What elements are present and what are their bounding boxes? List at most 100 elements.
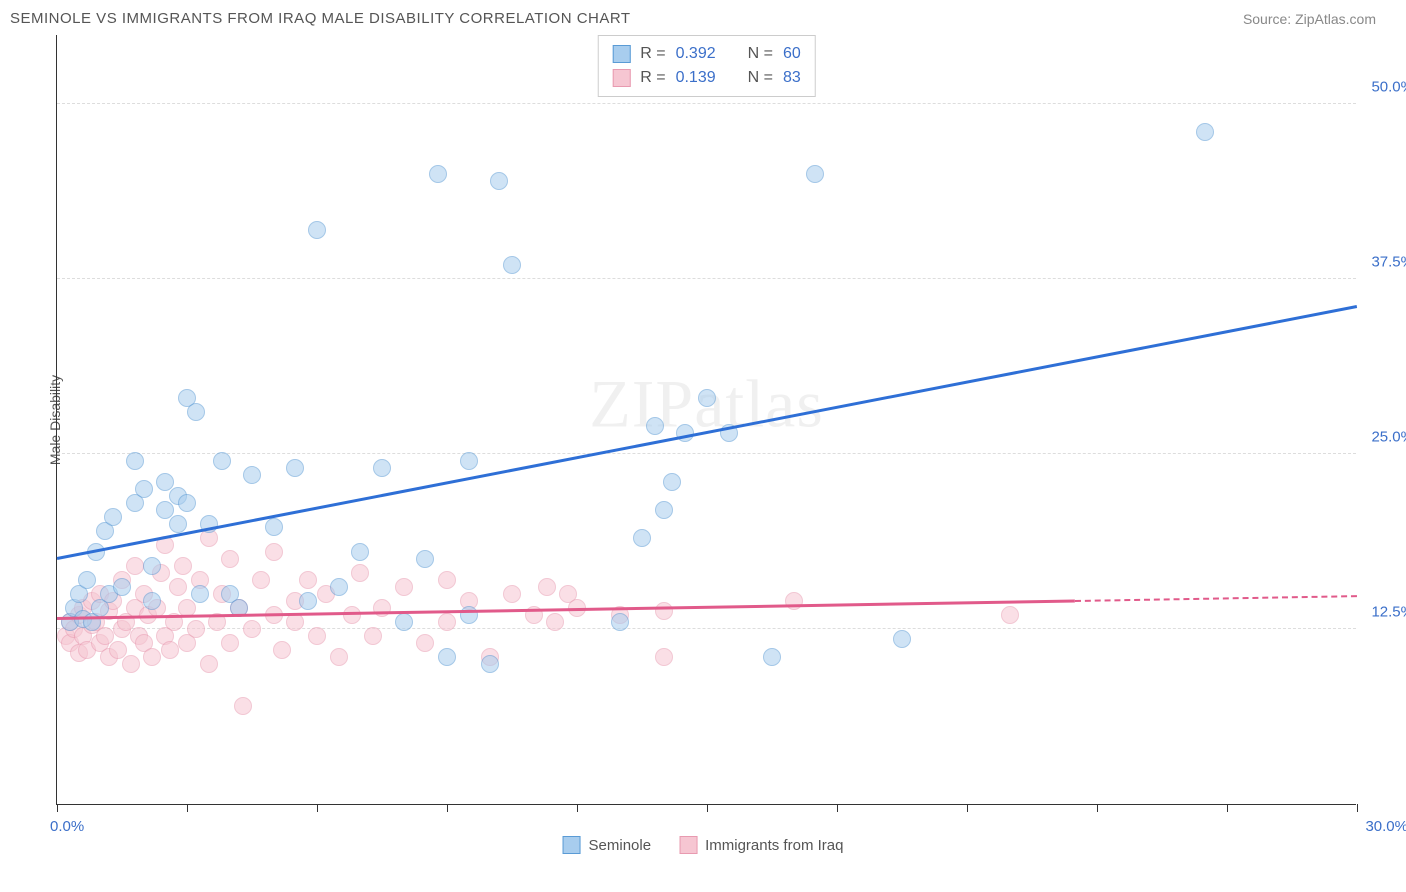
data-point xyxy=(893,630,911,648)
data-point xyxy=(538,578,556,596)
data-point xyxy=(351,543,369,561)
x-end-label: 30.0% xyxy=(1365,818,1406,835)
data-point xyxy=(126,452,144,470)
data-point xyxy=(174,557,192,575)
y-tick-label: 37.5% xyxy=(1362,254,1406,271)
data-point xyxy=(104,508,122,526)
x-tick xyxy=(447,804,448,812)
data-point xyxy=(221,550,239,568)
data-point xyxy=(416,550,434,568)
x-tick xyxy=(707,804,708,812)
gridline xyxy=(57,453,1356,454)
data-point xyxy=(373,459,391,477)
legend-swatch-iraq xyxy=(679,836,697,854)
stats-row-iraq: R = 0.139 N = 83 xyxy=(612,66,801,90)
data-point xyxy=(438,613,456,631)
data-point xyxy=(308,221,326,239)
data-point xyxy=(633,529,651,547)
swatch-seminole xyxy=(612,45,630,63)
data-point xyxy=(243,466,261,484)
data-point xyxy=(698,389,716,407)
data-point xyxy=(143,557,161,575)
data-point xyxy=(299,592,317,610)
data-point xyxy=(481,655,499,673)
data-point xyxy=(655,602,673,620)
data-point xyxy=(299,571,317,589)
legend-label-iraq: Immigrants from Iraq xyxy=(705,837,843,854)
x-tick xyxy=(837,804,838,812)
data-point xyxy=(191,585,209,603)
data-point xyxy=(143,592,161,610)
stat-n-value-seminole: 60 xyxy=(783,42,801,66)
source-label: Source: ZipAtlas.com xyxy=(1243,11,1376,27)
stat-n-label: N = xyxy=(748,42,773,66)
chart-container: Male Disability ZIPatlas R = 0.392 N = 6… xyxy=(38,35,1378,805)
data-point xyxy=(785,592,803,610)
x-tick xyxy=(317,804,318,812)
data-point xyxy=(330,648,348,666)
data-point xyxy=(169,515,187,533)
data-point xyxy=(806,165,824,183)
data-point xyxy=(429,165,447,183)
gridline xyxy=(57,103,1356,104)
data-point xyxy=(1001,606,1019,624)
legend-swatch-seminole xyxy=(563,836,581,854)
y-tick-label: 25.0% xyxy=(1362,429,1406,446)
data-point xyxy=(364,627,382,645)
trend-line xyxy=(1075,595,1357,602)
y-tick-label: 50.0% xyxy=(1362,79,1406,96)
legend-label-seminole: Seminole xyxy=(589,837,652,854)
data-point xyxy=(503,256,521,274)
data-point xyxy=(763,648,781,666)
stats-legend-box: R = 0.392 N = 60 R = 0.139 N = 83 xyxy=(597,35,816,97)
x-tick xyxy=(967,804,968,812)
swatch-iraq xyxy=(612,69,630,87)
data-point xyxy=(187,403,205,421)
stat-r-label: R = xyxy=(640,66,665,90)
data-point xyxy=(122,655,140,673)
x-tick xyxy=(57,804,58,812)
data-point xyxy=(286,459,304,477)
data-point xyxy=(646,417,664,435)
legend-item-seminole: Seminole xyxy=(563,836,652,854)
chart-title: SEMINOLE VS IMMIGRANTS FROM IRAQ MALE DI… xyxy=(10,10,631,27)
data-point xyxy=(234,697,252,715)
data-point xyxy=(1196,123,1214,141)
data-point xyxy=(78,571,96,589)
plot-area: ZIPatlas R = 0.392 N = 60 R = 0.139 N = … xyxy=(56,35,1356,805)
data-point xyxy=(308,627,326,645)
bottom-legend: Seminole Immigrants from Iraq xyxy=(563,836,844,854)
data-point xyxy=(395,578,413,596)
stat-r-label: R = xyxy=(640,42,665,66)
data-point xyxy=(143,648,161,666)
data-point xyxy=(213,452,231,470)
data-point xyxy=(187,620,205,638)
data-point xyxy=(490,172,508,190)
data-point xyxy=(169,578,187,596)
data-point xyxy=(273,641,291,659)
data-point xyxy=(663,473,681,491)
stat-r-value-seminole: 0.392 xyxy=(676,42,716,66)
trend-line xyxy=(57,305,1357,559)
data-point xyxy=(252,571,270,589)
data-point xyxy=(178,494,196,512)
data-point xyxy=(113,578,131,596)
stat-n-value-iraq: 83 xyxy=(783,66,801,90)
data-point xyxy=(351,564,369,582)
x-start-label: 0.0% xyxy=(50,818,84,835)
data-point xyxy=(438,648,456,666)
data-point xyxy=(135,480,153,498)
legend-item-iraq: Immigrants from Iraq xyxy=(679,836,843,854)
data-point xyxy=(330,578,348,596)
y-tick-label: 12.5% xyxy=(1362,604,1406,621)
data-point xyxy=(221,634,239,652)
data-point xyxy=(438,571,456,589)
x-tick xyxy=(577,804,578,812)
data-point xyxy=(503,585,521,603)
x-tick xyxy=(187,804,188,812)
data-point xyxy=(265,518,283,536)
data-point xyxy=(611,613,629,631)
data-point xyxy=(265,543,283,561)
data-point xyxy=(416,634,434,652)
data-point xyxy=(200,655,218,673)
